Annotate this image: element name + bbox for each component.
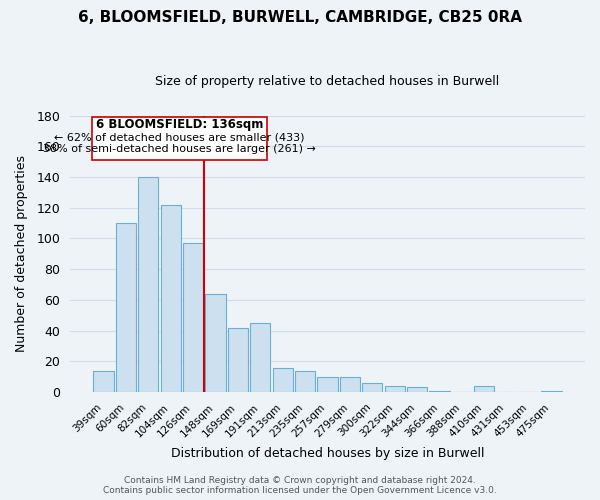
Bar: [183, 243, 203, 392]
X-axis label: Distribution of detached houses by size in Burwell: Distribution of detached houses by size …: [171, 447, 484, 460]
Bar: [272, 368, 293, 392]
FancyBboxPatch shape: [92, 117, 267, 160]
Bar: [407, 388, 427, 392]
Text: 6, BLOOMSFIELD, BURWELL, CAMBRIDGE, CB25 0RA: 6, BLOOMSFIELD, BURWELL, CAMBRIDGE, CB25…: [78, 10, 522, 25]
Bar: [161, 204, 181, 392]
Bar: [430, 390, 449, 392]
Bar: [474, 386, 494, 392]
Text: 6 BLOOMSFIELD: 136sqm: 6 BLOOMSFIELD: 136sqm: [96, 118, 263, 130]
Bar: [541, 390, 562, 392]
Bar: [317, 376, 338, 392]
Bar: [340, 376, 360, 392]
Text: 38% of semi-detached houses are larger (261) →: 38% of semi-detached houses are larger (…: [43, 144, 316, 154]
Text: ← 62% of detached houses are smaller (433): ← 62% of detached houses are smaller (43…: [55, 132, 305, 142]
Bar: [295, 370, 315, 392]
Bar: [228, 328, 248, 392]
Y-axis label: Number of detached properties: Number of detached properties: [15, 156, 28, 352]
Bar: [385, 386, 405, 392]
Bar: [116, 223, 136, 392]
Bar: [205, 294, 226, 392]
Bar: [362, 383, 382, 392]
Bar: [94, 370, 113, 392]
Bar: [138, 177, 158, 392]
Bar: [250, 323, 271, 392]
Title: Size of property relative to detached houses in Burwell: Size of property relative to detached ho…: [155, 75, 500, 88]
Text: Contains HM Land Registry data © Crown copyright and database right 2024.
Contai: Contains HM Land Registry data © Crown c…: [103, 476, 497, 495]
